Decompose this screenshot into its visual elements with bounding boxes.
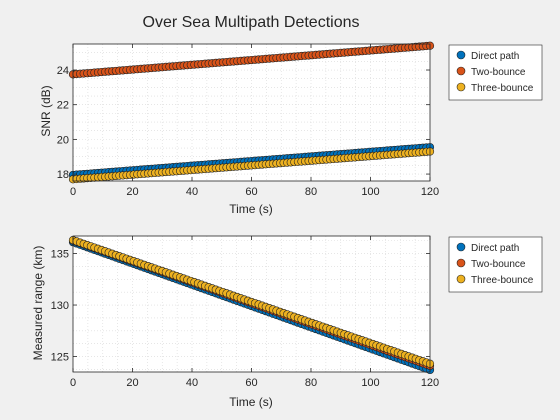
legend-label: Two-bounce bbox=[471, 67, 526, 78]
legend-marker bbox=[456, 242, 466, 252]
y-tick-label: 22 bbox=[57, 100, 69, 112]
legend-marker bbox=[456, 274, 466, 284]
x-tick-label: 80 bbox=[305, 186, 317, 198]
range-legend: Direct path Two-bounce Three-bounce bbox=[448, 236, 543, 293]
range-x-axis-label: Time (s) bbox=[229, 395, 273, 409]
legend-label: Direct path bbox=[471, 243, 519, 254]
x-tick-label: 40 bbox=[186, 377, 198, 389]
legend-marker bbox=[456, 50, 466, 60]
x-tick-label: 120 bbox=[421, 377, 439, 389]
legend-label: Two-bounce bbox=[471, 259, 526, 270]
snr-x-axis-label: Time (s) bbox=[229, 202, 273, 216]
snr-series-three-bounce bbox=[68, 147, 435, 184]
y-tick-label: 20 bbox=[57, 134, 69, 146]
snr-axes: Time (s) SNR (dB) 0 20 40 60 80 100 120 18 20 22 2… bbox=[39, 41, 439, 216]
y-tick-label: 130 bbox=[51, 300, 69, 312]
snr-legend: Direct path Two-bounce Three-bounce bbox=[448, 44, 543, 101]
x-tick-label: 60 bbox=[245, 186, 257, 198]
figure-title: Over Sea Multipath Detections bbox=[143, 14, 360, 31]
range-y-axis-label: Measured range (km) bbox=[31, 246, 45, 361]
x-tick-label: 80 bbox=[305, 377, 317, 389]
legend-marker bbox=[456, 66, 466, 76]
range-axes: Time (s) Measured range (km) 0 20 40 60 80 10… bbox=[31, 235, 439, 409]
x-tick-label: 60 bbox=[245, 377, 257, 389]
x-tick-label: 120 bbox=[421, 186, 439, 198]
x-tick-label: 40 bbox=[186, 186, 198, 198]
legend-label: Three-bounce bbox=[471, 275, 534, 286]
y-tick-label: 18 bbox=[57, 169, 69, 181]
snr-y-axis-label: SNR (dB) bbox=[39, 85, 53, 136]
x-tick-label: 20 bbox=[126, 186, 138, 198]
y-tick-label: 125 bbox=[51, 352, 69, 364]
legend-label: Three-bounce bbox=[471, 83, 534, 94]
x-tick-label: 0 bbox=[70, 377, 76, 389]
range-series-three-bounce bbox=[68, 236, 435, 368]
legend-marker bbox=[456, 258, 466, 268]
y-tick-label: 24 bbox=[57, 65, 69, 77]
snr-grid bbox=[73, 44, 430, 181]
legend-marker bbox=[456, 82, 466, 92]
x-tick-label: 0 bbox=[70, 186, 76, 198]
x-tick-label: 100 bbox=[361, 186, 379, 198]
legend-label: Direct path bbox=[471, 51, 519, 62]
x-tick-label: 100 bbox=[361, 377, 379, 389]
x-tick-label: 20 bbox=[126, 377, 138, 389]
y-tick-label: 135 bbox=[51, 249, 69, 261]
